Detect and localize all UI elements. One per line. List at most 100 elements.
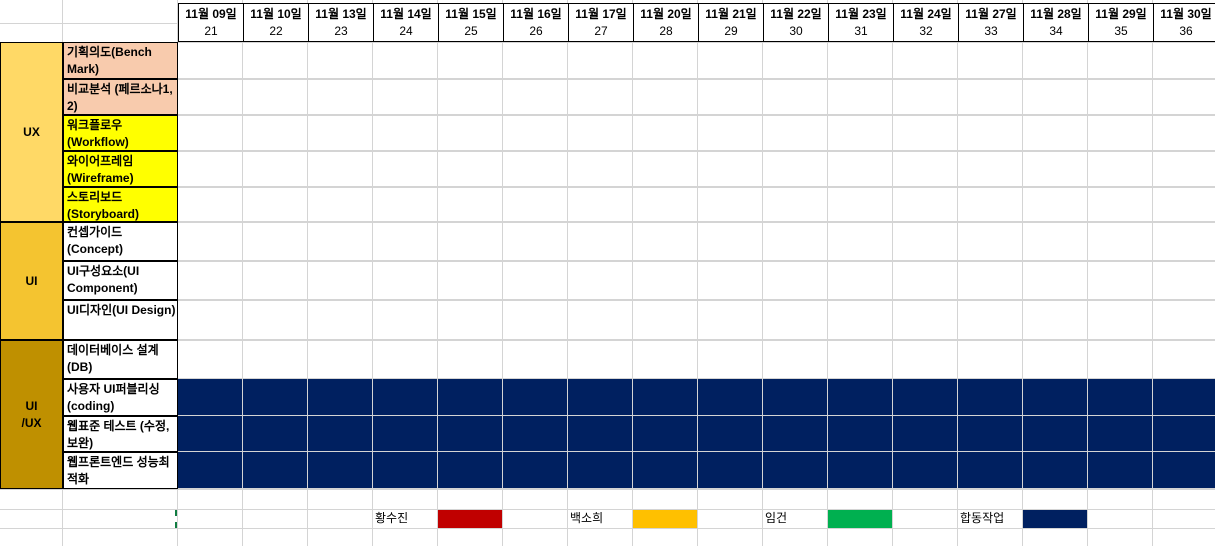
schedule-cell[interactable] (958, 340, 1023, 379)
schedule-cell[interactable] (243, 340, 308, 379)
schedule-cell[interactable] (698, 222, 763, 261)
schedule-cell-filled[interactable] (178, 416, 243, 452)
schedule-cell[interactable] (568, 261, 633, 300)
schedule-cell[interactable] (763, 261, 828, 300)
category-cell[interactable]: UI /UX (0, 340, 63, 489)
schedule-cell-filled[interactable] (958, 452, 1023, 489)
task-label-cell[interactable]: 데이터베이스 설계 (DB) (63, 340, 178, 379)
schedule-cell[interactable] (698, 42, 763, 79)
schedule-cell[interactable] (633, 42, 698, 79)
schedule-cell[interactable] (1088, 222, 1153, 261)
schedule-cell[interactable] (1088, 261, 1153, 300)
week-number-cell[interactable]: 36 (1153, 23, 1215, 42)
schedule-cell[interactable] (828, 300, 893, 340)
schedule-cell-filled[interactable] (178, 379, 243, 416)
schedule-cell[interactable] (958, 187, 1023, 222)
schedule-cell[interactable] (568, 300, 633, 340)
category-cell[interactable]: UI (0, 222, 63, 340)
schedule-cell[interactable] (893, 340, 958, 379)
schedule-cell-filled[interactable] (243, 452, 308, 489)
schedule-cell[interactable] (698, 187, 763, 222)
schedule-cell[interactable] (438, 151, 503, 187)
week-number-cell[interactable]: 27 (568, 23, 633, 42)
schedule-cell[interactable] (568, 115, 633, 151)
schedule-cell[interactable] (438, 79, 503, 115)
schedule-cell[interactable] (893, 187, 958, 222)
schedule-cell[interactable] (893, 261, 958, 300)
schedule-cell[interactable] (1023, 261, 1088, 300)
schedule-cell[interactable] (698, 261, 763, 300)
schedule-cell-filled[interactable] (633, 452, 698, 489)
schedule-cell-filled[interactable] (698, 452, 763, 489)
week-number-cell[interactable]: 22 (243, 23, 308, 42)
week-number-cell[interactable]: 23 (308, 23, 373, 42)
schedule-cell-filled[interactable] (243, 379, 308, 416)
schedule-cell[interactable] (633, 300, 698, 340)
schedule-cell[interactable] (568, 151, 633, 187)
schedule-cell[interactable] (568, 340, 633, 379)
schedule-cell[interactable] (243, 115, 308, 151)
schedule-cell[interactable] (763, 79, 828, 115)
schedule-cell-filled[interactable] (373, 379, 438, 416)
schedule-cell[interactable] (178, 187, 243, 222)
week-number-cell[interactable]: 25 (438, 23, 503, 42)
schedule-cell-filled[interactable] (1153, 452, 1215, 489)
schedule-cell[interactable] (1088, 79, 1153, 115)
schedule-cell[interactable] (308, 300, 373, 340)
schedule-cell-filled[interactable] (828, 452, 893, 489)
schedule-cell[interactable] (893, 79, 958, 115)
schedule-cell[interactable] (1023, 42, 1088, 79)
schedule-cell[interactable] (828, 79, 893, 115)
schedule-cell[interactable] (503, 222, 568, 261)
schedule-cell[interactable] (828, 115, 893, 151)
schedule-cell[interactable] (958, 222, 1023, 261)
schedule-cell[interactable] (178, 261, 243, 300)
schedule-cell-filled[interactable] (893, 416, 958, 452)
schedule-cell-filled[interactable] (1088, 379, 1153, 416)
schedule-cell[interactable] (1088, 151, 1153, 187)
schedule-cell[interactable] (503, 340, 568, 379)
schedule-cell[interactable] (1153, 79, 1215, 115)
schedule-cell[interactable] (243, 222, 308, 261)
schedule-cell[interactable] (763, 340, 828, 379)
schedule-cell[interactable] (1023, 222, 1088, 261)
schedule-cell-filled[interactable] (828, 416, 893, 452)
schedule-cell[interactable] (1023, 340, 1088, 379)
schedule-cell-filled[interactable] (763, 416, 828, 452)
schedule-cell[interactable] (763, 222, 828, 261)
schedule-cell[interactable] (633, 115, 698, 151)
schedule-cell[interactable] (828, 151, 893, 187)
date-header-cell[interactable]: 11월 09일 (178, 3, 243, 23)
schedule-cell[interactable] (893, 222, 958, 261)
schedule-cell[interactable] (633, 340, 698, 379)
schedule-cell[interactable] (568, 187, 633, 222)
schedule-cell[interactable] (438, 300, 503, 340)
schedule-cell[interactable] (178, 115, 243, 151)
schedule-cell[interactable] (1153, 187, 1215, 222)
task-label-cell[interactable]: 웹표준 테스트 (수정, 보완) (63, 416, 178, 452)
schedule-cell-filled[interactable] (763, 452, 828, 489)
schedule-cell[interactable] (1153, 261, 1215, 300)
schedule-cell-filled[interactable] (308, 416, 373, 452)
task-label-cell[interactable]: UI디자인(UI Design) (63, 300, 178, 340)
schedule-cell[interactable] (633, 151, 698, 187)
schedule-cell[interactable] (1088, 340, 1153, 379)
schedule-cell[interactable] (633, 187, 698, 222)
date-header-cell[interactable]: 11월 16일 (503, 3, 568, 23)
schedule-cell-filled[interactable] (893, 379, 958, 416)
schedule-cell[interactable] (828, 187, 893, 222)
schedule-cell[interactable] (763, 151, 828, 187)
schedule-cell[interactable] (373, 261, 438, 300)
schedule-cell[interactable] (698, 79, 763, 115)
schedule-cell[interactable] (1153, 42, 1215, 79)
schedule-cell[interactable] (308, 222, 373, 261)
schedule-cell-filled[interactable] (633, 379, 698, 416)
date-header-cell[interactable]: 11월 24일 (893, 3, 958, 23)
schedule-cell-filled[interactable] (503, 452, 568, 489)
schedule-cell-filled[interactable] (568, 379, 633, 416)
schedule-cell[interactable] (1088, 300, 1153, 340)
schedule-cell[interactable] (1153, 151, 1215, 187)
schedule-cell-filled[interactable] (1088, 452, 1153, 489)
schedule-cell[interactable] (1153, 340, 1215, 379)
schedule-cell-filled[interactable] (373, 416, 438, 452)
